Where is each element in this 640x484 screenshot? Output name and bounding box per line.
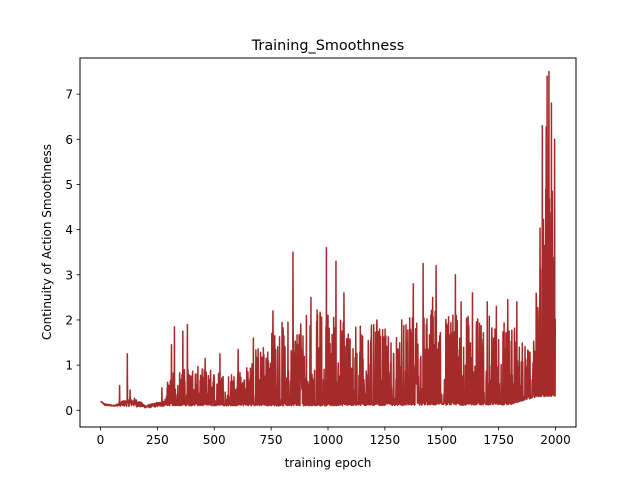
y-tick-label: 4 xyxy=(65,223,73,237)
x-tick-label: 1750 xyxy=(483,433,514,447)
x-tick-label: 2000 xyxy=(540,433,571,447)
x-tick-label: 1500 xyxy=(426,433,457,447)
y-axis: 0 1 2 3 4 5 6 7 xyxy=(65,88,80,418)
chart-title: Training_Smoothness xyxy=(251,38,404,54)
x-tick-label: 750 xyxy=(260,433,283,447)
x-tick-label: 0 xyxy=(97,433,105,447)
y-tick-label: 3 xyxy=(65,268,73,282)
series-line xyxy=(99,70,557,409)
x-axis-label: training epoch xyxy=(285,456,372,470)
x-tick-label: 1250 xyxy=(370,433,401,447)
x-tick-label: 500 xyxy=(203,433,226,447)
y-tick-label: 6 xyxy=(65,133,73,147)
x-axis: 0 250 500 750 1000 1250 1500 1750 2000 xyxy=(97,427,571,447)
y-axis-label: Continuity of Action Smoothness xyxy=(40,144,54,340)
y-tick-label: 7 xyxy=(65,88,73,102)
y-tick-label: 0 xyxy=(65,404,73,418)
plot-area xyxy=(99,70,557,409)
y-tick-label: 2 xyxy=(65,313,73,327)
y-tick-label: 5 xyxy=(65,178,73,192)
x-tick-label: 250 xyxy=(146,433,169,447)
y-tick-label: 1 xyxy=(65,359,73,373)
x-tick-label: 1000 xyxy=(313,433,344,447)
